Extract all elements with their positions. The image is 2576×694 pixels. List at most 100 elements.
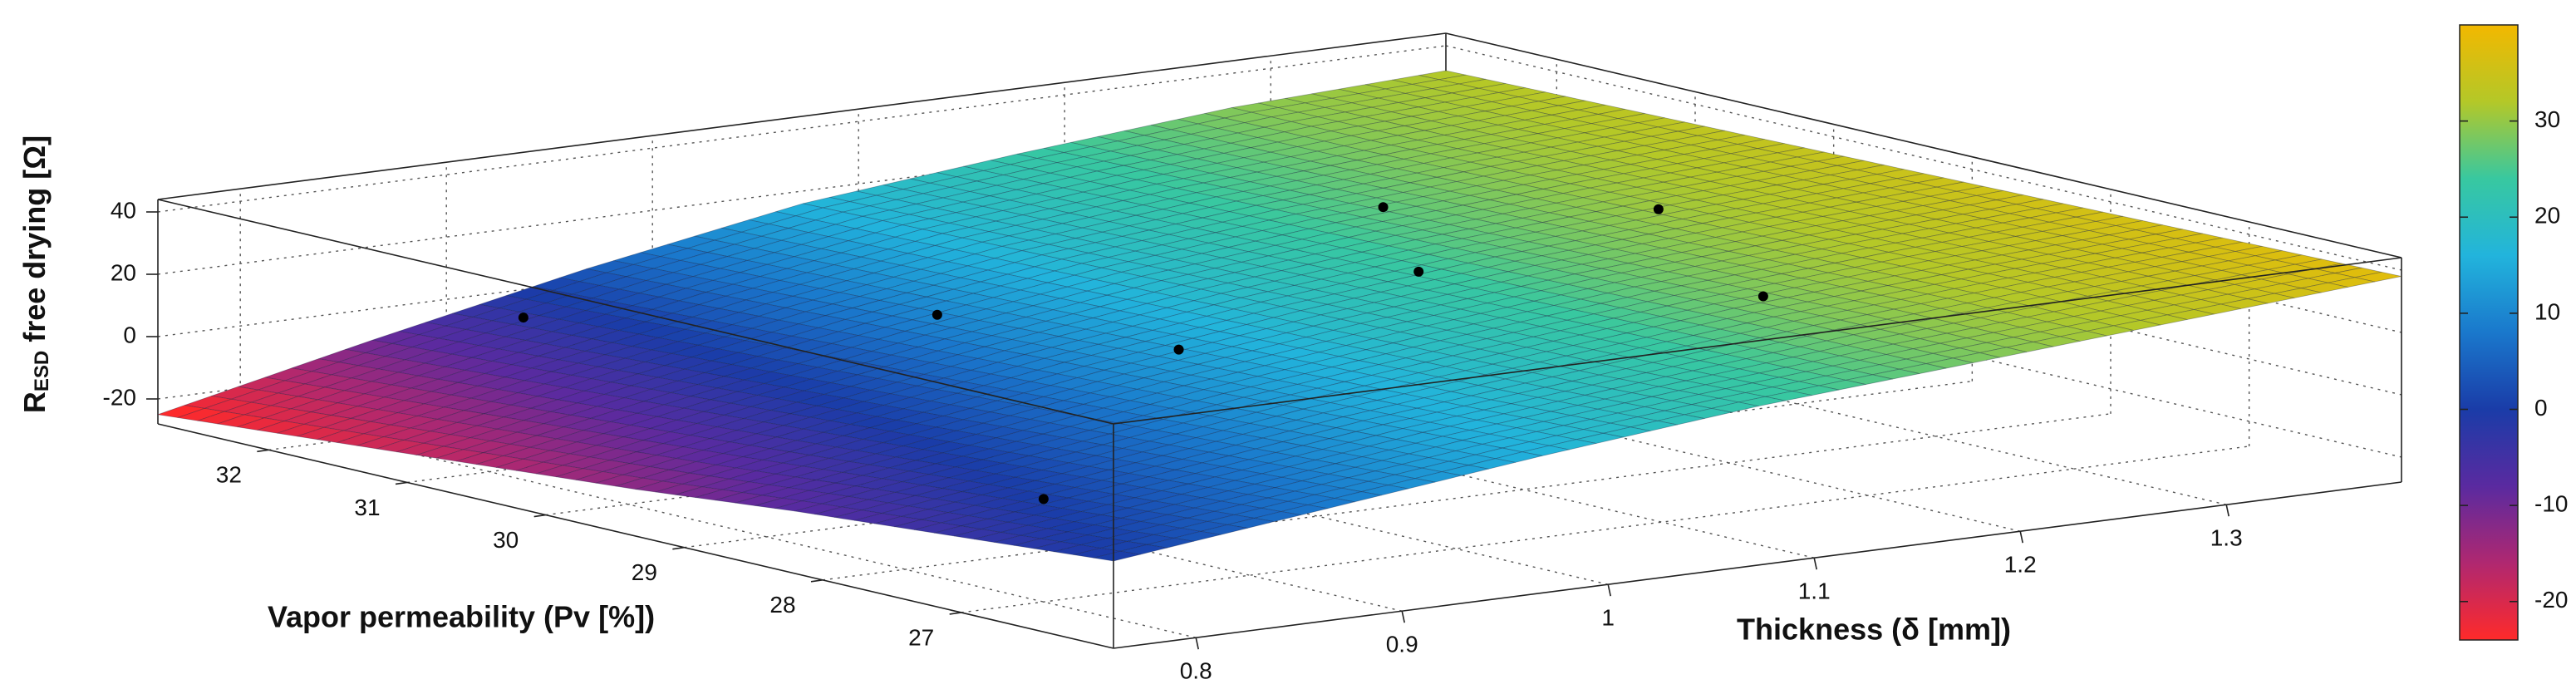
surface-patch	[843, 427, 891, 440]
surface-layer	[157, 70, 2402, 562]
surface-patch	[834, 509, 882, 521]
z-label-sub: ESD	[31, 351, 53, 391]
surface-patch	[814, 506, 863, 518]
box-edge	[157, 199, 1114, 425]
surface-patch	[283, 411, 332, 425]
surface-patch	[532, 277, 580, 291]
surface-patch	[775, 465, 823, 478]
surface-patch	[619, 280, 667, 294]
surface-patch	[761, 228, 809, 241]
surface-patch	[835, 475, 883, 487]
surface-patch	[385, 347, 433, 361]
surface-patch	[390, 416, 438, 429]
data-point	[932, 309, 942, 320]
x-axis-label: Thickness (δ [mm])	[1737, 613, 2011, 647]
surface-patch	[914, 522, 962, 534]
surface-patch	[570, 406, 618, 419]
surface-patch	[848, 489, 896, 500]
surface-patch	[730, 356, 779, 369]
surface-patch	[973, 532, 1021, 543]
surface-patch	[771, 323, 819, 337]
surface-patch	[671, 344, 719, 358]
surface-patch	[337, 352, 386, 367]
surface-patch	[783, 416, 831, 430]
x-tick-label: 0.9	[1386, 632, 1418, 657]
surface-patch	[397, 362, 445, 377]
surface-patch	[592, 288, 640, 303]
surface-patch	[644, 352, 692, 367]
surface-patch	[1053, 544, 1101, 555]
surface-patch	[343, 421, 391, 435]
surface-patch	[611, 373, 659, 386]
surface-patch	[790, 367, 838, 380]
z-tick-label: 0	[123, 322, 136, 347]
surface-patch	[611, 333, 659, 347]
surface-patch	[779, 272, 828, 285]
surface-patch	[317, 390, 366, 404]
surface-patch	[651, 300, 700, 314]
surface-patch	[694, 227, 742, 241]
data-point	[1757, 291, 1768, 302]
surface-patch	[670, 384, 718, 397]
surface-patch	[837, 362, 885, 376]
surface-patch	[953, 529, 1001, 540]
tick-mark	[1195, 637, 1199, 650]
surface-patch	[1093, 550, 1141, 562]
data-point	[1378, 202, 1389, 213]
y-tick-label: 27	[908, 624, 934, 650]
surface-patch	[745, 292, 794, 305]
surface-patch	[536, 426, 584, 440]
surface-patch	[815, 435, 863, 448]
tick-mark	[395, 481, 408, 485]
z-axis-label: RESD free drying [Ω]	[17, 135, 54, 413]
x-tick-label: 1.1	[1798, 578, 1831, 604]
surface-patch	[237, 417, 285, 431]
box-edge	[1113, 481, 2402, 649]
surface-patch	[809, 446, 857, 459]
colorbar-tick-label: 20	[2534, 203, 2560, 229]
surface-patch	[656, 446, 704, 459]
surface-patch	[738, 303, 786, 317]
surface-patch	[330, 406, 378, 419]
surface-patch	[820, 240, 869, 253]
colorbar-tick-label: -10	[2534, 491, 2568, 517]
surface-patch	[798, 315, 846, 328]
surface-patch	[622, 466, 670, 479]
surface-patch	[801, 493, 849, 505]
surface-patch	[841, 499, 889, 511]
surface-patch	[720, 260, 768, 273]
surface-patch	[491, 352, 539, 366]
surface-patch	[663, 396, 711, 409]
x-tick-label: 0.8	[1180, 658, 1212, 684]
x-tick-label: 1.3	[2210, 525, 2243, 551]
z-tick-label: -20	[103, 384, 136, 410]
surface-patch	[822, 201, 870, 213]
surface-patch	[749, 436, 797, 450]
surface-patch	[217, 414, 265, 428]
surface-patch	[317, 430, 365, 443]
tick-mark	[949, 612, 961, 615]
surface-patch	[626, 268, 674, 281]
surface-patch	[518, 343, 566, 357]
surface-patch	[177, 407, 225, 421]
surface-patch	[376, 440, 425, 453]
data-point	[1653, 204, 1664, 214]
surface-patch	[465, 320, 513, 334]
surface-patch	[1033, 541, 1081, 553]
data-point	[1173, 344, 1184, 355]
surface-patch	[933, 525, 981, 537]
y-tick-label: 32	[216, 462, 242, 488]
surface-patch	[443, 437, 491, 450]
box-edge	[1445, 32, 2402, 258]
surface-patch	[291, 358, 339, 372]
surface-patch	[584, 342, 632, 356]
surface-patch	[637, 404, 685, 417]
y-axis-label: Vapor permeability (Pv [%])	[268, 600, 655, 634]
surface-patch	[681, 475, 730, 488]
surface-patch	[804, 303, 853, 317]
x-tick-label: 1	[1601, 605, 1615, 631]
surface-patch	[457, 373, 505, 386]
surface-patch	[484, 364, 532, 378]
data-point	[1038, 494, 1049, 505]
